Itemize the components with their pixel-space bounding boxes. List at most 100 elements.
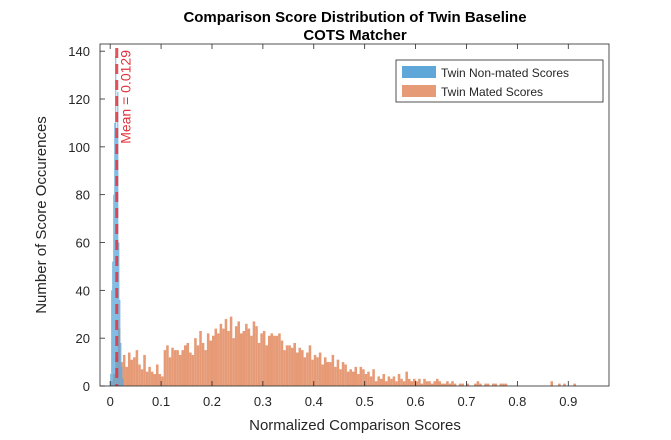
mated-bar [336,359,340,386]
mated-bar [209,340,212,386]
mated-bar [273,335,276,386]
mated-bar [423,378,426,386]
mated-bar [379,378,383,386]
mated-bar [443,383,447,386]
mated-bar [211,335,215,386]
mated-bar [395,381,398,386]
mated-bar [306,352,309,386]
mated-bar [550,381,554,386]
nonmated-bar [115,55,117,387]
y-tick-label: 60 [76,236,90,251]
x-tick-label: 0.3 [254,394,272,409]
mated-bar [298,347,302,386]
mated-bar [438,381,442,386]
mated-bar [420,383,424,386]
x-tick-label: 0.1 [152,394,170,409]
mated-bar [433,381,436,386]
nonmated-bar [113,194,115,386]
mated-bar [181,350,184,386]
mated-bar [323,357,327,386]
mated-bar [173,350,177,386]
mated-bar [344,364,347,386]
x-tick-label: 0.9 [559,394,577,409]
legend-swatch-nonmated [402,66,436,78]
mated-bar [247,328,251,386]
mated-bar [351,371,355,386]
mated-bar [168,357,172,386]
mated-bar [219,323,223,386]
mean-label: Mean = 0.0129 [118,50,134,144]
mated-bar [163,350,167,386]
mated-bar [369,376,373,386]
nonmated-bar [112,261,114,386]
mated-bar [446,381,449,386]
mated-bar [127,352,131,386]
mated-bar [390,378,393,386]
mated-bar [161,376,164,386]
mated-bar [135,350,139,386]
mated-bar [265,345,268,386]
mated-bar [155,364,159,386]
mated-bar [387,376,391,386]
x-tick-label: 0.5 [356,394,374,409]
mated-bar [178,354,182,386]
mated-bar [410,381,414,386]
mated-bar [150,371,154,386]
mated-bar [502,383,505,386]
x-tick-label: 0.2 [203,394,221,409]
mated-bar [245,323,248,386]
mated-bar [334,366,337,386]
mated-bar [430,383,434,386]
mated-bar [453,383,457,386]
mated-bar [397,374,401,386]
mated-bar [257,342,261,386]
mated-bar [183,345,187,386]
mated-bar [448,383,452,386]
mated-bar [435,378,439,386]
mean-line-group: Mean = 0.0129 [115,48,134,386]
nonmated-bar [120,342,122,386]
mated-bar [140,369,144,386]
mated-bar [122,354,126,386]
x-tick-label: 0.4 [305,394,323,409]
mated-bar [255,326,258,386]
mated-bar [227,330,230,386]
mated-bar [308,345,312,386]
legend-label-mated: Twin Mated Scores [441,85,543,99]
x-tick-label: 0.8 [508,394,526,409]
mated-bar [367,371,370,386]
mated-bar [196,345,200,386]
mated-bar [295,352,299,386]
mated-bar [311,359,314,386]
mated-bar [359,366,363,386]
mated-bar [186,342,190,386]
mated-bar [349,369,352,386]
mated-bar [499,383,503,386]
plot-frame [99,43,610,387]
mated-bar [491,383,495,386]
nonmated-bar [118,242,120,386]
mated-bar [222,328,225,386]
mated-bar [138,364,141,386]
mated-bar [486,383,490,386]
mated-bar [237,321,240,386]
mated-bar [563,383,566,386]
mated-bar [451,381,454,386]
mated-bar [260,333,263,386]
mated-bar [573,383,576,386]
y-tick-label: 20 [76,331,90,346]
mated-bar [303,357,307,386]
mated-bar [413,378,416,386]
mated-bar [262,330,266,386]
mated-bar [285,345,289,386]
mated-bar [321,364,324,386]
mated-bar [405,371,408,386]
mated-bar [479,383,482,386]
mated-bar [153,374,156,386]
mated-bar [189,352,192,386]
mated-bar [130,359,134,386]
mated-bar [125,366,128,386]
legend: Twin Non-mated Scores Twin Mated Scores [395,59,604,103]
nonmated-bar [121,366,123,386]
